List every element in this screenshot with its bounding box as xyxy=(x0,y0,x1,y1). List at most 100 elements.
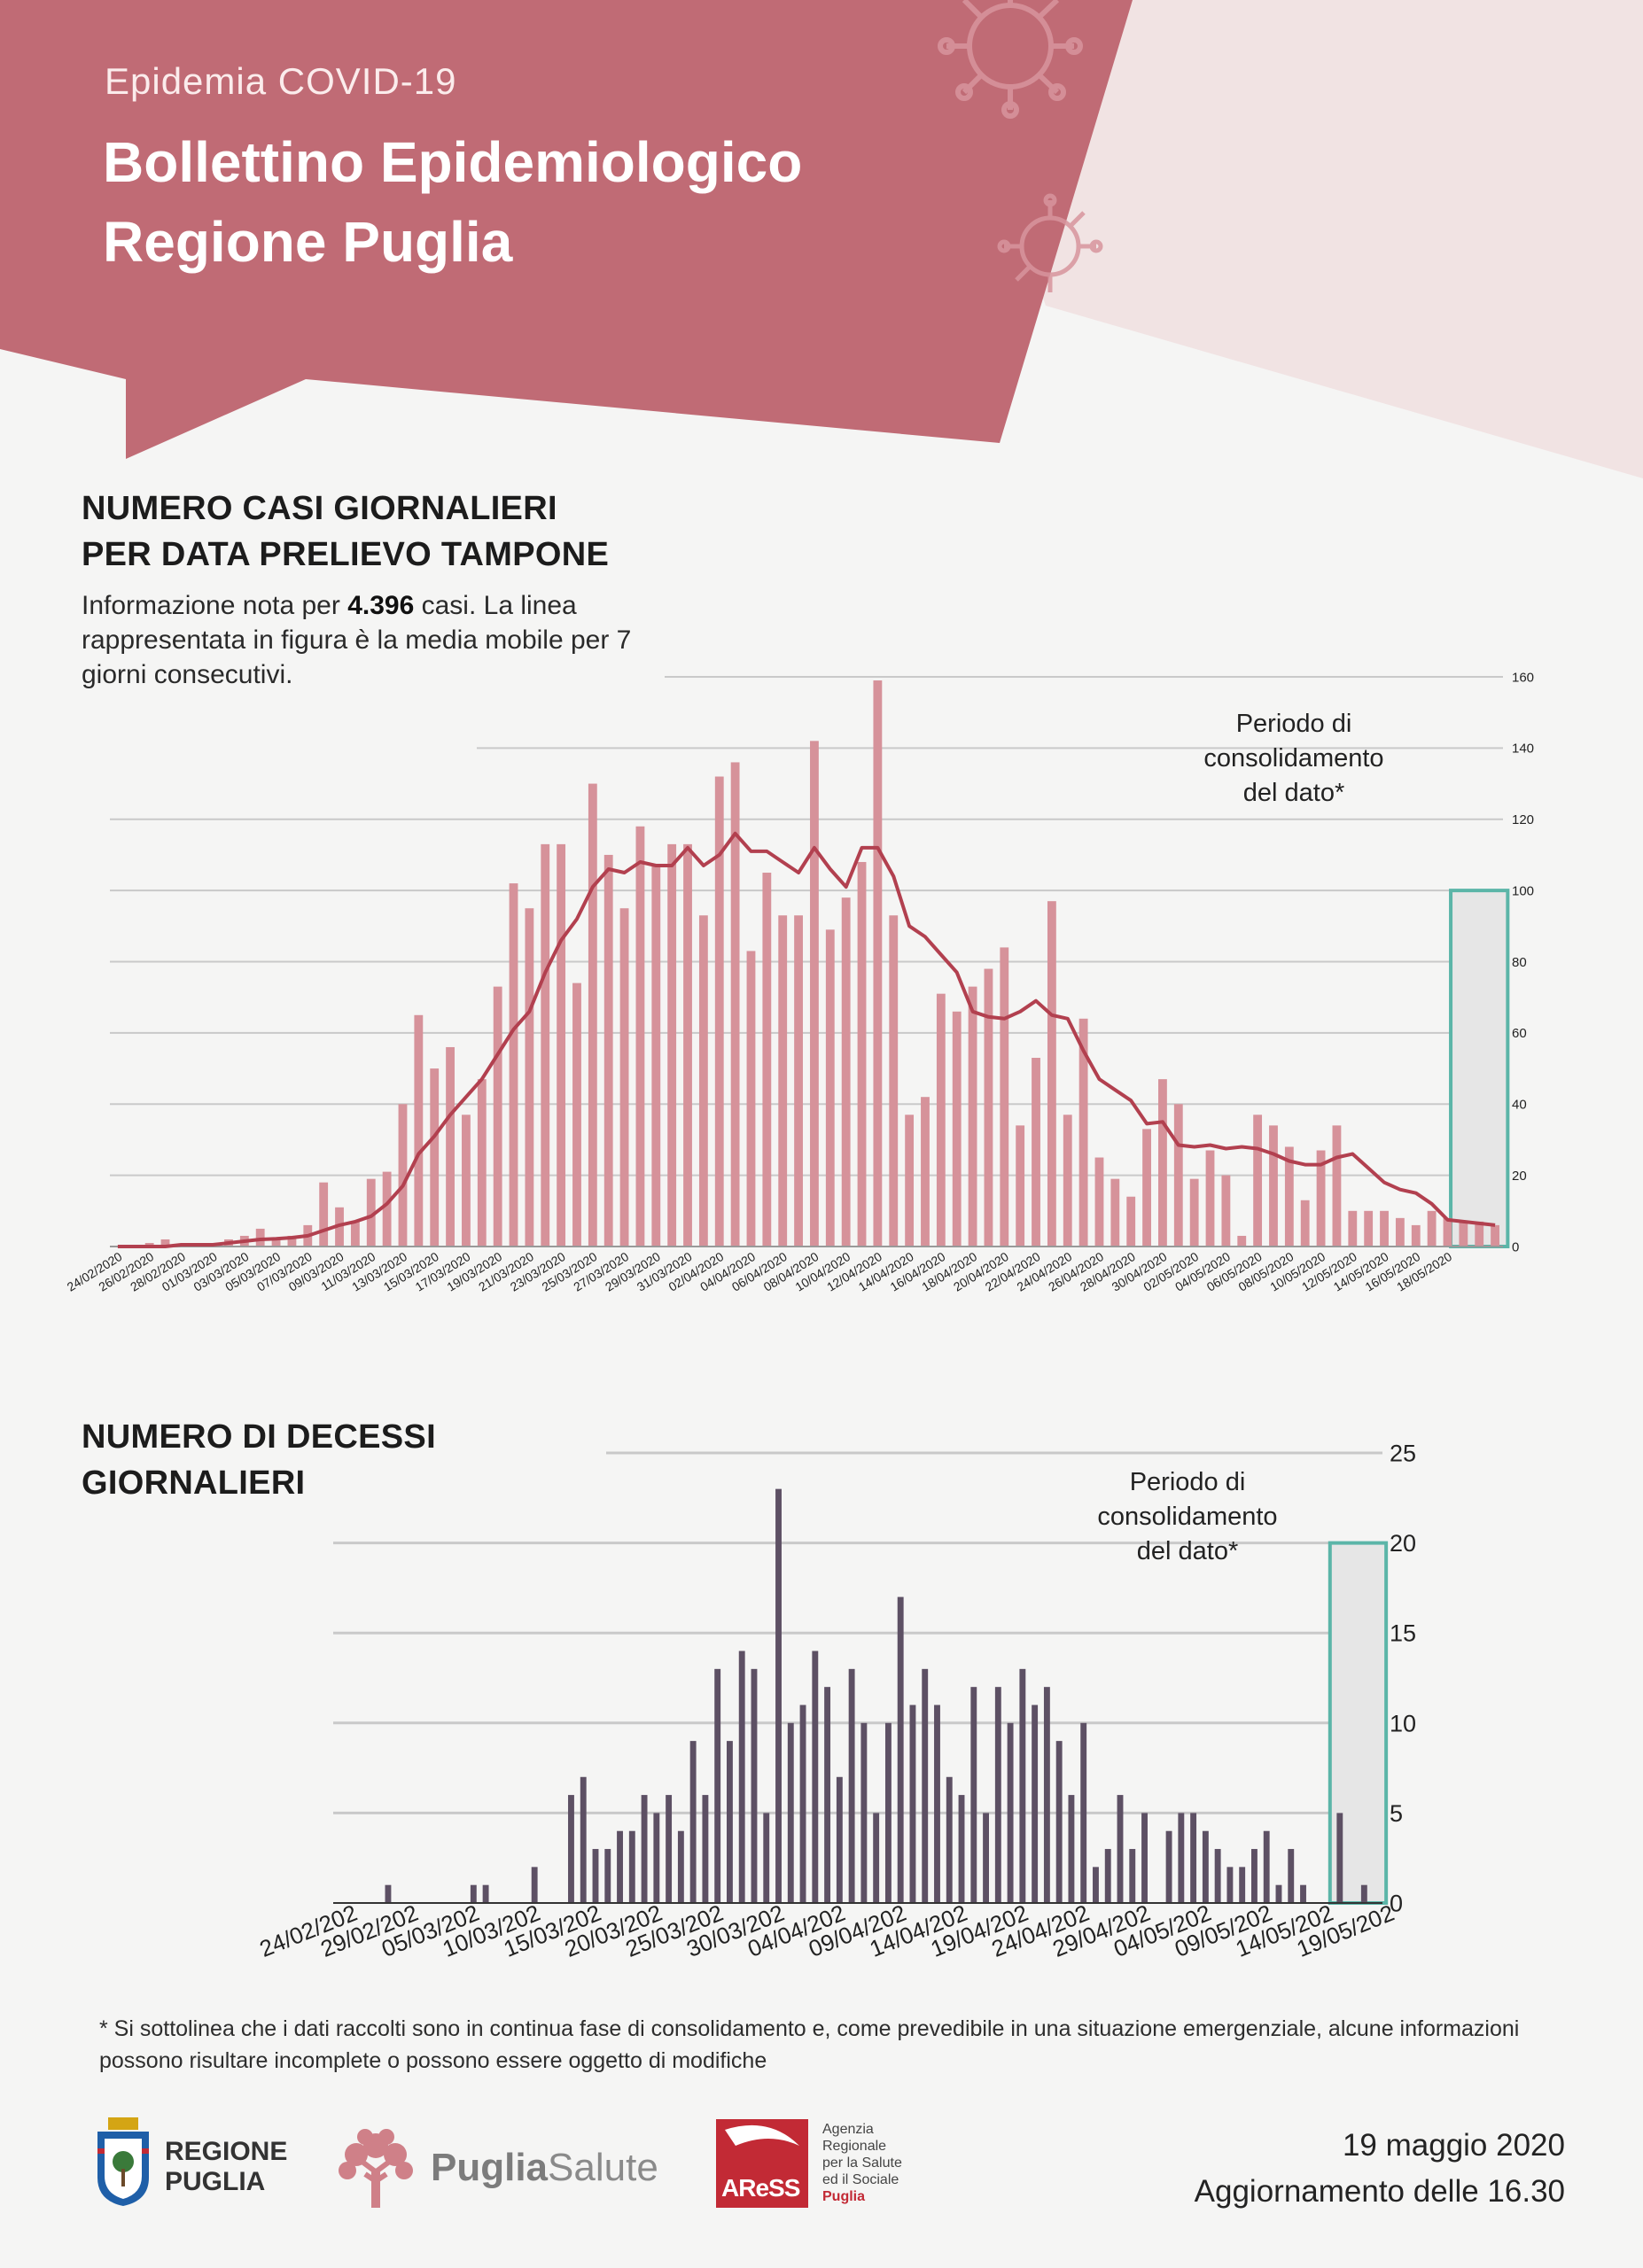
bar xyxy=(1173,1104,1183,1247)
bar xyxy=(1411,1224,1421,1247)
bar xyxy=(382,1171,392,1247)
logo-regione-text: REGIONE PUGLIA xyxy=(165,2137,287,2197)
bar xyxy=(934,1705,940,1903)
bar xyxy=(398,1104,408,1247)
aress-line5: Puglia xyxy=(822,2189,866,2204)
bar xyxy=(592,1849,599,1903)
bar xyxy=(482,1884,489,1903)
bar xyxy=(1475,1221,1484,1247)
bar xyxy=(702,1795,709,1903)
bar xyxy=(1202,1830,1209,1903)
bar xyxy=(1226,1867,1234,1903)
deaths-chart: 051015202524/02/20229/02/20205/03/20210/… xyxy=(256,1440,1416,1961)
bar xyxy=(1237,1235,1247,1247)
subtitle-count: 4.396 xyxy=(347,591,415,620)
consolidation-annotation: del dato* xyxy=(1243,779,1345,807)
y-tick-label: 5 xyxy=(1390,1800,1403,1827)
bar xyxy=(1000,947,1009,1247)
bar xyxy=(825,929,835,1247)
bar xyxy=(698,915,708,1247)
bar xyxy=(952,1011,962,1247)
bar xyxy=(1300,1200,1310,1247)
bar xyxy=(1158,1079,1167,1247)
bar xyxy=(1214,1849,1221,1903)
bar xyxy=(1395,1217,1405,1247)
page-title: Bollettino Epidemiologico Regione Puglia xyxy=(103,122,900,282)
virus-icon xyxy=(938,0,1083,119)
bar xyxy=(778,915,788,1247)
cases-chart: 02040608010012014016024/02/202026/02/202… xyxy=(65,670,1534,1293)
bar xyxy=(160,1239,170,1247)
cases-title-line2: PER DATA PRELIEVO TAMPONE xyxy=(82,536,610,573)
bar xyxy=(897,1596,904,1903)
bar xyxy=(1336,1813,1343,1903)
y-tick-label: 120 xyxy=(1512,812,1534,827)
bar xyxy=(1178,1813,1185,1903)
bar xyxy=(319,1182,329,1247)
bar xyxy=(666,1795,673,1903)
bar xyxy=(430,1068,440,1247)
bar xyxy=(580,1776,587,1903)
bar xyxy=(958,1795,965,1903)
aress-label: AReSS xyxy=(721,2174,800,2202)
consolidation-annotation: consolidamento xyxy=(1203,744,1383,773)
bar xyxy=(1068,1795,1075,1903)
bar xyxy=(727,1741,733,1903)
logo-regione-puglia: REGIONE PUGLIA xyxy=(92,2116,305,2211)
y-tick-label: 40 xyxy=(1512,1098,1527,1113)
y-tick-label: 100 xyxy=(1512,883,1534,898)
bar xyxy=(763,1813,770,1903)
bar xyxy=(271,1239,281,1247)
logo-aress: AReSS Agenzia Regionale per la Salute ed… xyxy=(716,2114,946,2211)
bar xyxy=(1360,1884,1367,1903)
coat-of-arms-icon xyxy=(97,2117,149,2206)
aress-line2: Regionale xyxy=(822,2139,887,2154)
bar xyxy=(905,1115,915,1247)
bar xyxy=(1364,1210,1374,1247)
subtitle-post: casi. La linea rappresentata in figura è… xyxy=(82,591,632,689)
bar xyxy=(1032,1705,1039,1903)
bar xyxy=(1126,1196,1136,1247)
bar xyxy=(1047,901,1056,1247)
bar xyxy=(1165,1830,1172,1903)
bar xyxy=(653,1813,660,1903)
bar xyxy=(1080,1722,1087,1903)
logo-puglia-bold: Puglia xyxy=(431,2146,549,2189)
cases-subtitle: Informazione nota per 4.396 casi. La lin… xyxy=(82,588,702,692)
consolidation-annotation: Periodo di xyxy=(1130,1468,1246,1496)
bar xyxy=(860,1722,868,1903)
bar xyxy=(689,1741,697,1903)
bar xyxy=(1094,1157,1104,1247)
bar xyxy=(873,1813,880,1903)
bar xyxy=(1205,1150,1215,1247)
logo-regione-line1: REGIONE xyxy=(165,2137,288,2166)
bar xyxy=(889,915,899,1247)
bar xyxy=(968,986,977,1247)
bar xyxy=(1263,1830,1270,1903)
bar xyxy=(667,843,677,1247)
bar xyxy=(730,762,740,1247)
cases-section-title: NUMERO CASI GIORNALIERI PER DATA PRELIEV… xyxy=(82,485,609,578)
bar xyxy=(1117,1795,1124,1903)
bar xyxy=(841,897,851,1247)
bar xyxy=(1055,1741,1063,1903)
y-tick-label: 0 xyxy=(1390,1890,1403,1916)
bar xyxy=(1019,1668,1026,1903)
bar xyxy=(884,1722,892,1903)
deaths-title-line2: GIORNALIERI xyxy=(82,1464,306,1502)
virus-icon xyxy=(997,193,1103,292)
aress-mark-icon xyxy=(725,2124,799,2146)
footnote: * Si sottolinea che i dati raccolti sono… xyxy=(99,2016,1520,2073)
bar xyxy=(385,1884,392,1903)
bar xyxy=(873,680,883,1247)
bar xyxy=(619,908,629,1247)
consolidation-box xyxy=(1449,889,1510,1248)
deaths-title-line1: NUMERO DI DECESSI xyxy=(82,1418,436,1456)
bar xyxy=(936,993,946,1247)
y-tick-label: 160 xyxy=(1512,670,1534,685)
bar xyxy=(446,1046,455,1247)
bar xyxy=(909,1705,916,1903)
bar xyxy=(414,1014,424,1247)
bar xyxy=(970,1687,977,1903)
bar xyxy=(1007,1722,1014,1903)
